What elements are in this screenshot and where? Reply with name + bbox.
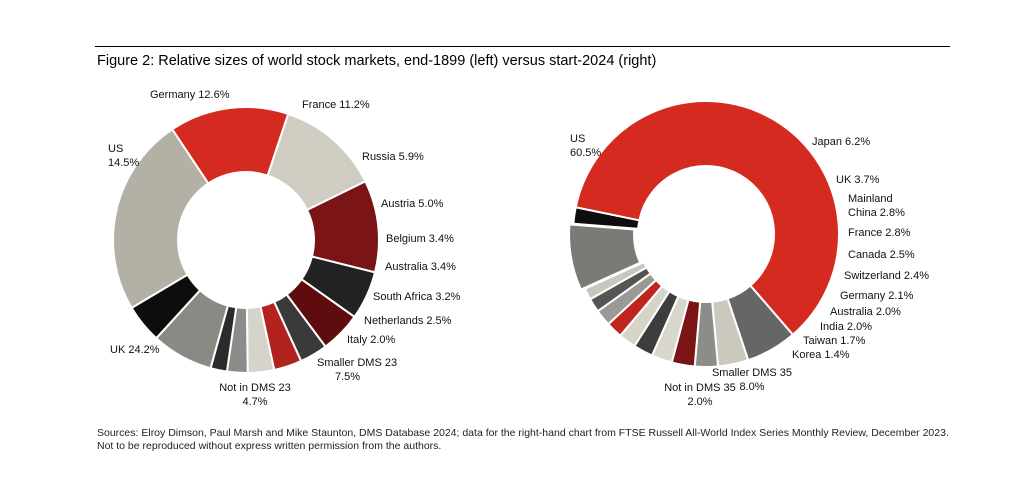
slice-label-france: France 11.2% bbox=[302, 99, 370, 111]
slice-label-us: US 14.5% bbox=[108, 143, 139, 169]
slice-label-australia: Australia 2.0% bbox=[830, 306, 901, 318]
slice-label-south-africa: South Africa 3.2% bbox=[373, 291, 461, 303]
title-rule bbox=[95, 46, 950, 47]
slice-label-taiwan: Taiwan 1.7% bbox=[803, 335, 866, 347]
slice-label-not-in-dms-35: Not in DMS 35 2.0% bbox=[664, 382, 736, 408]
slice-label-austria: Austria 5.0% bbox=[381, 198, 444, 210]
slice-uk bbox=[112, 127, 210, 310]
slice-label-uk: UK 3.7% bbox=[836, 174, 880, 186]
slice-label-france: France 2.8% bbox=[848, 227, 911, 239]
slice-label-canada: Canada 2.5% bbox=[848, 249, 915, 261]
slice-label-us: US 60.5% bbox=[570, 133, 601, 159]
slice-label-uk: UK 24.2% bbox=[110, 344, 160, 356]
slice-label-australia: Australia 3.4% bbox=[385, 261, 456, 273]
source-note: Sources: Elroy Dimson, Paul Marsh and Mi… bbox=[97, 427, 949, 452]
slice-label-not-in-dms-23: Not in DMS 23 4.7% bbox=[219, 382, 291, 408]
figure-title: Figure 2: Relative sizes of world stock … bbox=[97, 53, 657, 69]
donut-2024: Japan 6.2% UK 3.7% Mainland China 2.8% Franc… bbox=[568, 100, 929, 408]
slice-label-korea: Korea 1.4% bbox=[792, 349, 850, 361]
slice-label-russia: Russia 5.9% bbox=[362, 151, 424, 163]
donut-charts: Germany 12.6% France 11.2% Russia 5.9% Aust… bbox=[108, 89, 929, 408]
donut-1899: Germany 12.6% France 11.2% Russia 5.9% Aust… bbox=[108, 89, 461, 408]
slice-label-smaller-dms-23: Smaller DMS 23 7.5% bbox=[317, 357, 397, 383]
slice-us bbox=[170, 106, 290, 185]
slice-smaller-dms-35 bbox=[568, 223, 642, 291]
slice-label-italy: Italy 2.0% bbox=[347, 334, 396, 346]
slice-us bbox=[574, 100, 840, 337]
slice-label-mainland-china: Mainland China 2.8% bbox=[848, 193, 905, 219]
slice-label-germany: Germany 12.6% bbox=[150, 89, 230, 101]
slice-label-smaller-dms-35: Smaller DMS 35 8.0% bbox=[712, 367, 792, 393]
slice-korea bbox=[583, 260, 649, 301]
slice-label-japan: Japan 6.2% bbox=[812, 136, 870, 148]
slice-label-germany: Germany 2.1% bbox=[840, 290, 914, 302]
slice-label-switzerland: Switzerland 2.4% bbox=[844, 270, 929, 282]
slice-label-netherlands: Netherlands 2.5% bbox=[364, 315, 452, 327]
slice-label-india: India 2.0% bbox=[820, 321, 872, 333]
slice-label-belgium: Belgium 3.4% bbox=[386, 233, 454, 245]
